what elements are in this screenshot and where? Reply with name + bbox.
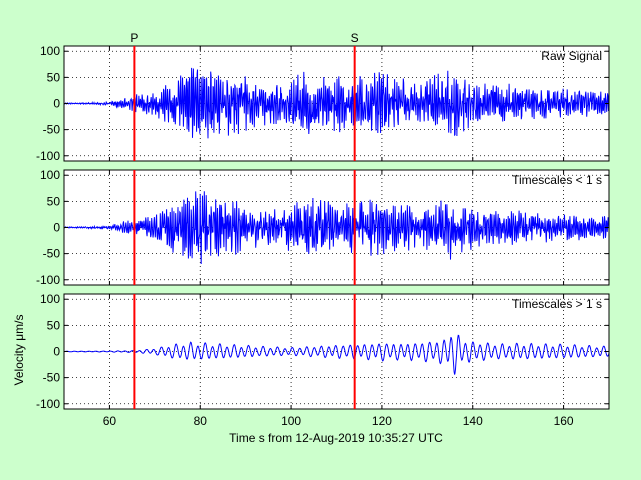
y-axis-label: Velocity μm/s [12, 315, 26, 386]
y-tick-label: 100 [40, 44, 60, 58]
x-tick-label: 100 [281, 414, 301, 428]
x-axis-label: Time s from 12-Aug-2019 10:35:27 UTC [229, 431, 443, 445]
x-tick-label: 60 [103, 414, 117, 428]
y-tick-label: -100 [36, 397, 60, 411]
y-tick-label: 0 [53, 97, 60, 111]
x-tick-label: 80 [194, 414, 208, 428]
x-tick-label: 140 [463, 414, 483, 428]
panel-1: 100 50 0 -50 -100 Raw Signal [36, 44, 610, 163]
y-tick-label: -50 [43, 247, 61, 261]
y-tick-label: -100 [36, 273, 60, 287]
signal-trace [63, 191, 610, 265]
phase-marker-p-label: P [130, 31, 138, 45]
y-tick-label: 50 [47, 70, 61, 84]
panel-3: 100 50 0 -50 -100 60 80 100 120 140 160 Timescales … [36, 292, 610, 428]
y-tick-label: -100 [36, 149, 60, 163]
y-tick-label: -50 [43, 123, 61, 137]
y-tick-label: 0 [53, 345, 60, 359]
phase-marker-s-label: S [351, 31, 359, 45]
panel-label: Timescales < 1 s [512, 173, 602, 187]
panels-layer: 100 50 0 -50 -100 Raw Signal 100 50 0 -50 -100 Time… [36, 44, 610, 428]
y-tick-label: 100 [40, 168, 60, 182]
y-tick-label: 50 [47, 194, 61, 208]
x-tick-label: 160 [554, 414, 574, 428]
y-tick-label: 0 [53, 221, 60, 235]
signal-trace [63, 67, 610, 139]
panel-label: Raw Signal [541, 49, 602, 63]
y-tick-label: -50 [43, 371, 61, 385]
panel-label: Timescales > 1 s [512, 297, 602, 311]
signal-trace [64, 334, 610, 375]
y-tick-label: 50 [47, 318, 61, 332]
panel-2: 100 50 0 -50 -100 Timescales < 1 s [36, 168, 610, 287]
y-tick-label: 100 [40, 292, 60, 306]
x-tick-label: 120 [372, 414, 392, 428]
